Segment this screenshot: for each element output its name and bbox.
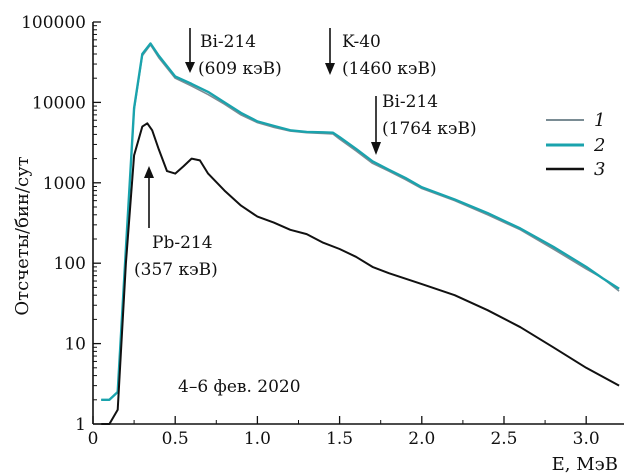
x-tick-label: 1.5 [326,429,353,449]
annotation-k40-energy: (1460 кэВ) [342,59,437,79]
series-line-2 [101,42,620,401]
annotations-layer: Bi-214 (609 кэВ) K-40 (1460 кэВ) Bi-214 … [134,28,477,280]
annotation-pb214-energy: (357 кэВ) [134,260,218,280]
legend-label-2: 2 [593,135,605,156]
legend-label-3: 3 [594,159,605,180]
annotation-pb214-label: Pb-214 [152,233,213,253]
y-axis-label: Отсчеты/бин/сут [12,156,33,315]
y-tick-label: 10 [64,335,86,355]
arrow-k40 [325,28,335,75]
arrow-pb214 [144,166,154,228]
annotation-bi214-1764-label: Bi-214 [382,92,438,112]
y-tick-label: 10000 [32,93,86,113]
x-tick-label: 1.0 [244,429,271,449]
x-tick-label: 2.5 [490,429,517,449]
legend-label-1: 1 [594,110,605,131]
x-tick-label: 0.5 [162,429,189,449]
annotation-bi214-609-energy: (609 кэВ) [198,59,282,79]
x-tick-label: 3.0 [573,429,600,449]
arrow-bi214-609 [185,28,195,73]
legend: 1 2 3 [546,110,605,180]
series-line-3 [101,122,620,425]
y-tick-label: 1000 [43,174,86,194]
plot-frame [92,22,624,425]
arrow-bi214-1764 [371,96,381,155]
series-line-1 [101,43,620,401]
y-tick-label: 100000 [21,13,86,33]
x-tick-label: 2.0 [408,429,435,449]
x-tick-label: 0 [88,429,99,449]
x-axis-label: E, МэВ [552,454,618,475]
y-tick-label: 1 [75,415,86,435]
series-layer [101,42,620,425]
y-tick-label: 100 [54,254,86,274]
annotation-bi214-609-label: Bi-214 [200,32,256,52]
annotation-k40-label: K-40 [342,32,381,52]
date-note: 4–6 фев. 2020 [178,377,301,397]
ticks-layer: 0 0.5 1.0 1.5 2.0 2.5 3.0 1 10 100 1000 10000 100000 [21,13,600,449]
annotation-bi214-1764-energy: (1764 кэВ) [382,119,477,139]
